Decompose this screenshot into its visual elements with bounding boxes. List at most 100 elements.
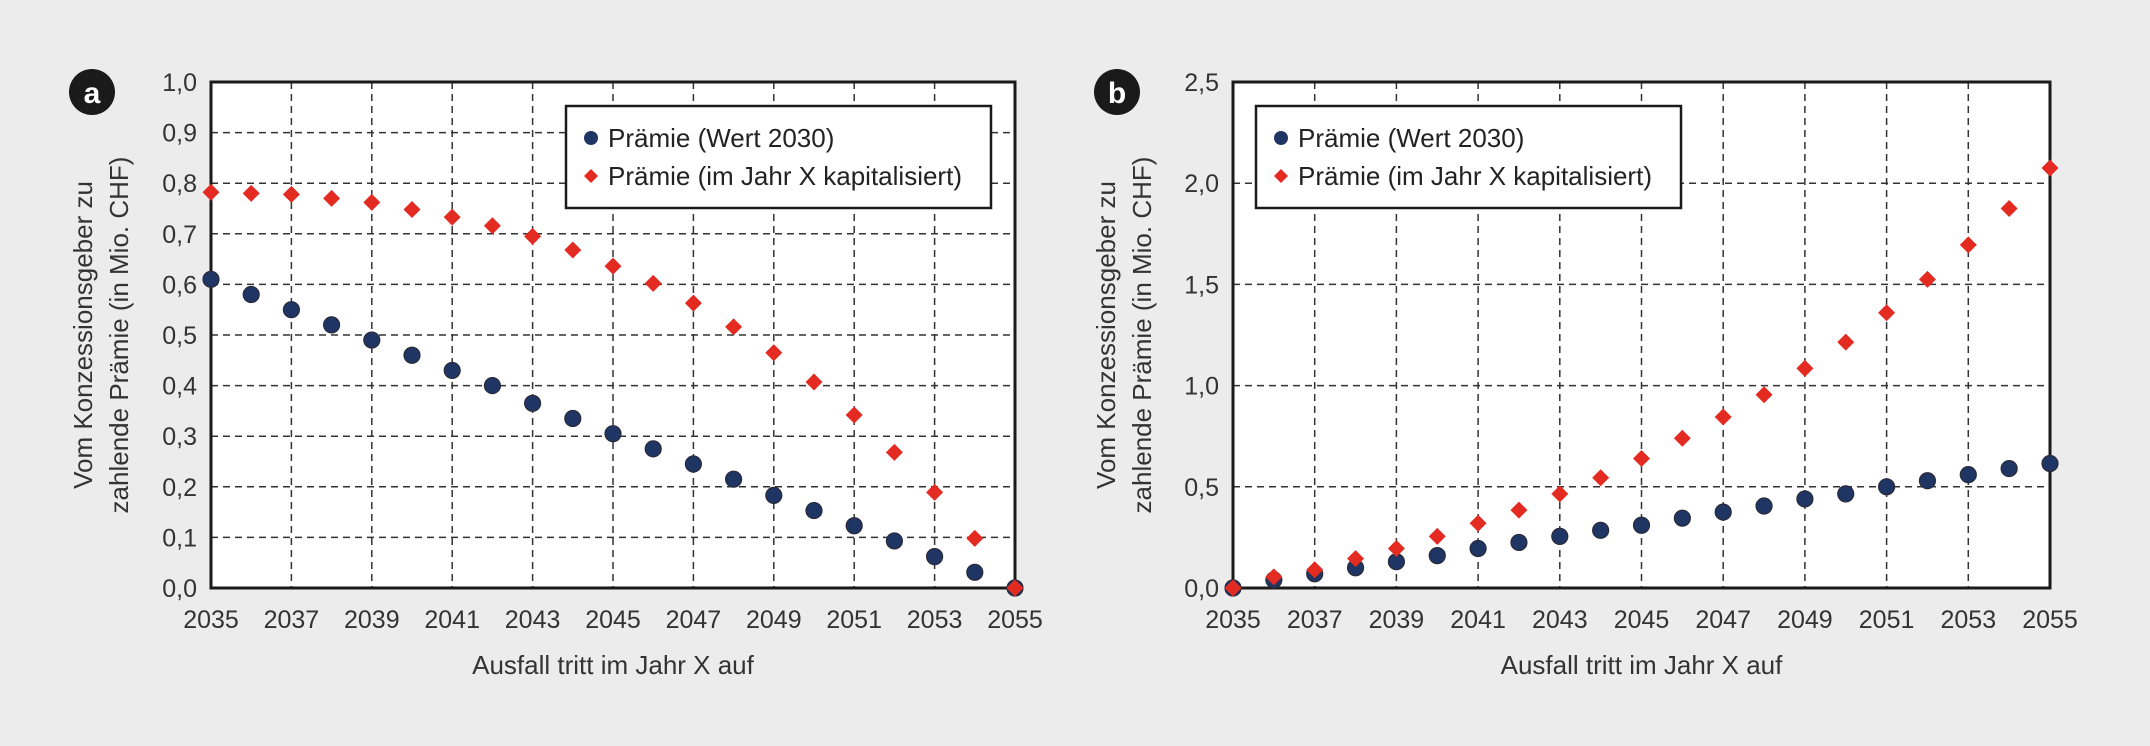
legend: Prämie (Wert 2030) Prämie (im Jahr X kapi… (1254, 104, 1683, 210)
data-point-premium-capitalized (2041, 159, 2059, 177)
x-tick-label: 2051 (826, 606, 882, 634)
y-tick-label: 0,1 (162, 524, 197, 552)
data-point-premium-2030 (1877, 478, 1896, 496)
x-tick-label: 2045 (585, 606, 641, 634)
data-point-premium-2030 (1959, 466, 1977, 484)
data-point-premium-capitalized (885, 443, 903, 461)
data-point-premium-capitalized (2000, 200, 2018, 217)
data-point-premium-2030 (282, 301, 300, 319)
x-tick-label: 2039 (344, 606, 400, 634)
data-point-premium-capitalized (1387, 540, 1405, 558)
data-point-premium-2030 (323, 316, 341, 334)
chart-panel-a: 2035 2037 2039 2041 2043 2045 2047 2049 2051 2053… (68, 69, 1043, 680)
data-point-premium-2030 (564, 409, 582, 428)
data-point-premium-2030 (1428, 547, 1446, 565)
data-point-premium-capitalized (564, 241, 582, 259)
data-point-premium-2030 (483, 377, 501, 395)
legend-marker-circle (1274, 131, 1288, 145)
x-tick-label: 2047 (666, 606, 722, 634)
x-tick-label: 2035 (1205, 606, 1261, 634)
plot-border (1231, 80, 2052, 590)
data-point-premium-capitalized (1673, 429, 1691, 447)
data-point-premium-capitalized (926, 483, 944, 501)
chart-panel-b: 2035 2037 2039 2041 2043 2045 2047 2049 2051 2053… (1091, 69, 2078, 680)
x-tick-label: 2043 (1532, 606, 1588, 634)
data-point-premium-2030 (1551, 527, 1569, 545)
data-point-premium-capitalized (403, 201, 421, 219)
y-tick-label: 0,2 (162, 474, 197, 502)
data-point-premium-capitalized (1006, 579, 1024, 597)
data-point-premium-capitalized (1918, 270, 1936, 288)
legend-label: Prämie (im Jahr X kapitalisiert) (608, 161, 962, 191)
data-point-premium-capitalized (1633, 449, 1650, 467)
legend-box (564, 104, 993, 210)
legend-marker-diamond (584, 169, 598, 183)
panel-badge (1094, 69, 1140, 115)
data-point-premium-2030 (403, 346, 421, 364)
data-point-premium-2030 (1714, 503, 1732, 521)
panel-badge-label: b (1108, 77, 1126, 110)
y-tick-label: 0,8 (162, 170, 197, 198)
data-point-premium-2030 (805, 501, 823, 520)
data-point-premium-capitalized (1714, 408, 1732, 426)
data-point-premium-capitalized (1469, 514, 1487, 532)
x-axis-title: Ausfall tritt im Jahr X auf (472, 650, 755, 680)
data-point-premium-2030 (845, 517, 863, 535)
y-tick-label: 2,0 (1184, 170, 1219, 198)
data-point-premium-capitalized (1878, 304, 1896, 322)
x-tick-label: 2041 (424, 606, 480, 634)
data-point-premium-capitalized (443, 208, 461, 226)
data-point-premium-2030 (2000, 459, 2018, 478)
data-point-premium-2030 (443, 361, 461, 380)
data-point-premium-2030 (765, 486, 783, 505)
data-point-premium-2030 (2041, 454, 2059, 473)
x-axis-title: Ausfall tritt im Jahr X auf (1501, 650, 1784, 680)
data-point-premium-2030 (1469, 539, 1487, 558)
data-point-premium-2030 (885, 532, 904, 550)
panel-badge (69, 69, 115, 115)
data-point-premium-capitalized (1265, 568, 1283, 586)
data-point-premium-capitalized (483, 217, 501, 235)
data-point-premium-2030 (684, 455, 703, 473)
data-point-premium-2030 (966, 563, 984, 581)
data-point-premium-capitalized (1306, 561, 1324, 579)
x-tick-label: 2051 (1859, 606, 1915, 634)
data-point-premium-capitalized (282, 185, 300, 203)
y-tick-label: 0,0 (162, 575, 197, 603)
data-point-premium-2030 (1755, 497, 1773, 515)
data-point-premium-capitalized (765, 344, 783, 362)
panel-badge-label: a (84, 77, 101, 110)
data-point-premium-2030 (1918, 472, 1937, 490)
legend-box (1254, 104, 1683, 210)
y-tick-label: 0,5 (162, 322, 197, 350)
x-tick-label: 2053 (907, 606, 963, 634)
legend-label: Prämie (Wert 2030) (608, 123, 834, 153)
data-point-premium-capitalized (845, 406, 863, 424)
y-axis-title: zahlende Prämie (in Mio. CHF) (104, 157, 134, 514)
y-tick-label: 0,6 (162, 271, 197, 299)
x-tick-label: 2045 (1614, 606, 1670, 634)
y-tick-label: 0,9 (162, 120, 197, 148)
data-point-premium-capitalized (1510, 501, 1528, 519)
data-point-premium-2030 (1592, 521, 1610, 539)
data-point-premium-2030 (242, 285, 260, 304)
y-tick-label: 2,5 (1184, 69, 1219, 97)
x-tick-label: 2039 (1369, 606, 1425, 634)
data-point-premium-2030 (604, 425, 622, 443)
y-axis-title: Vom Konzessionsgeber zu (1091, 181, 1121, 489)
y-tick-label: 0,0 (1184, 575, 1219, 603)
data-point-premium-capitalized (644, 274, 662, 292)
data-point-premium-2030 (1632, 516, 1651, 534)
data-point-premium-capitalized (1224, 579, 1242, 597)
data-point-premium-2030 (724, 470, 743, 488)
data-point-premium-2030 (202, 270, 220, 288)
data-point-premium-capitalized (1592, 469, 1610, 487)
x-tick-label: 2055 (987, 606, 1043, 634)
data-point-premium-capitalized (1837, 333, 1855, 351)
data-point-premium-capitalized (1551, 485, 1569, 503)
data-point-premium-capitalized (805, 373, 823, 391)
y-axis-title: zahlende Prämie (in Mio. CHF) (1127, 157, 1157, 514)
data-point-premium-2030 (1673, 509, 1691, 527)
data-point-premium-capitalized (604, 257, 622, 275)
